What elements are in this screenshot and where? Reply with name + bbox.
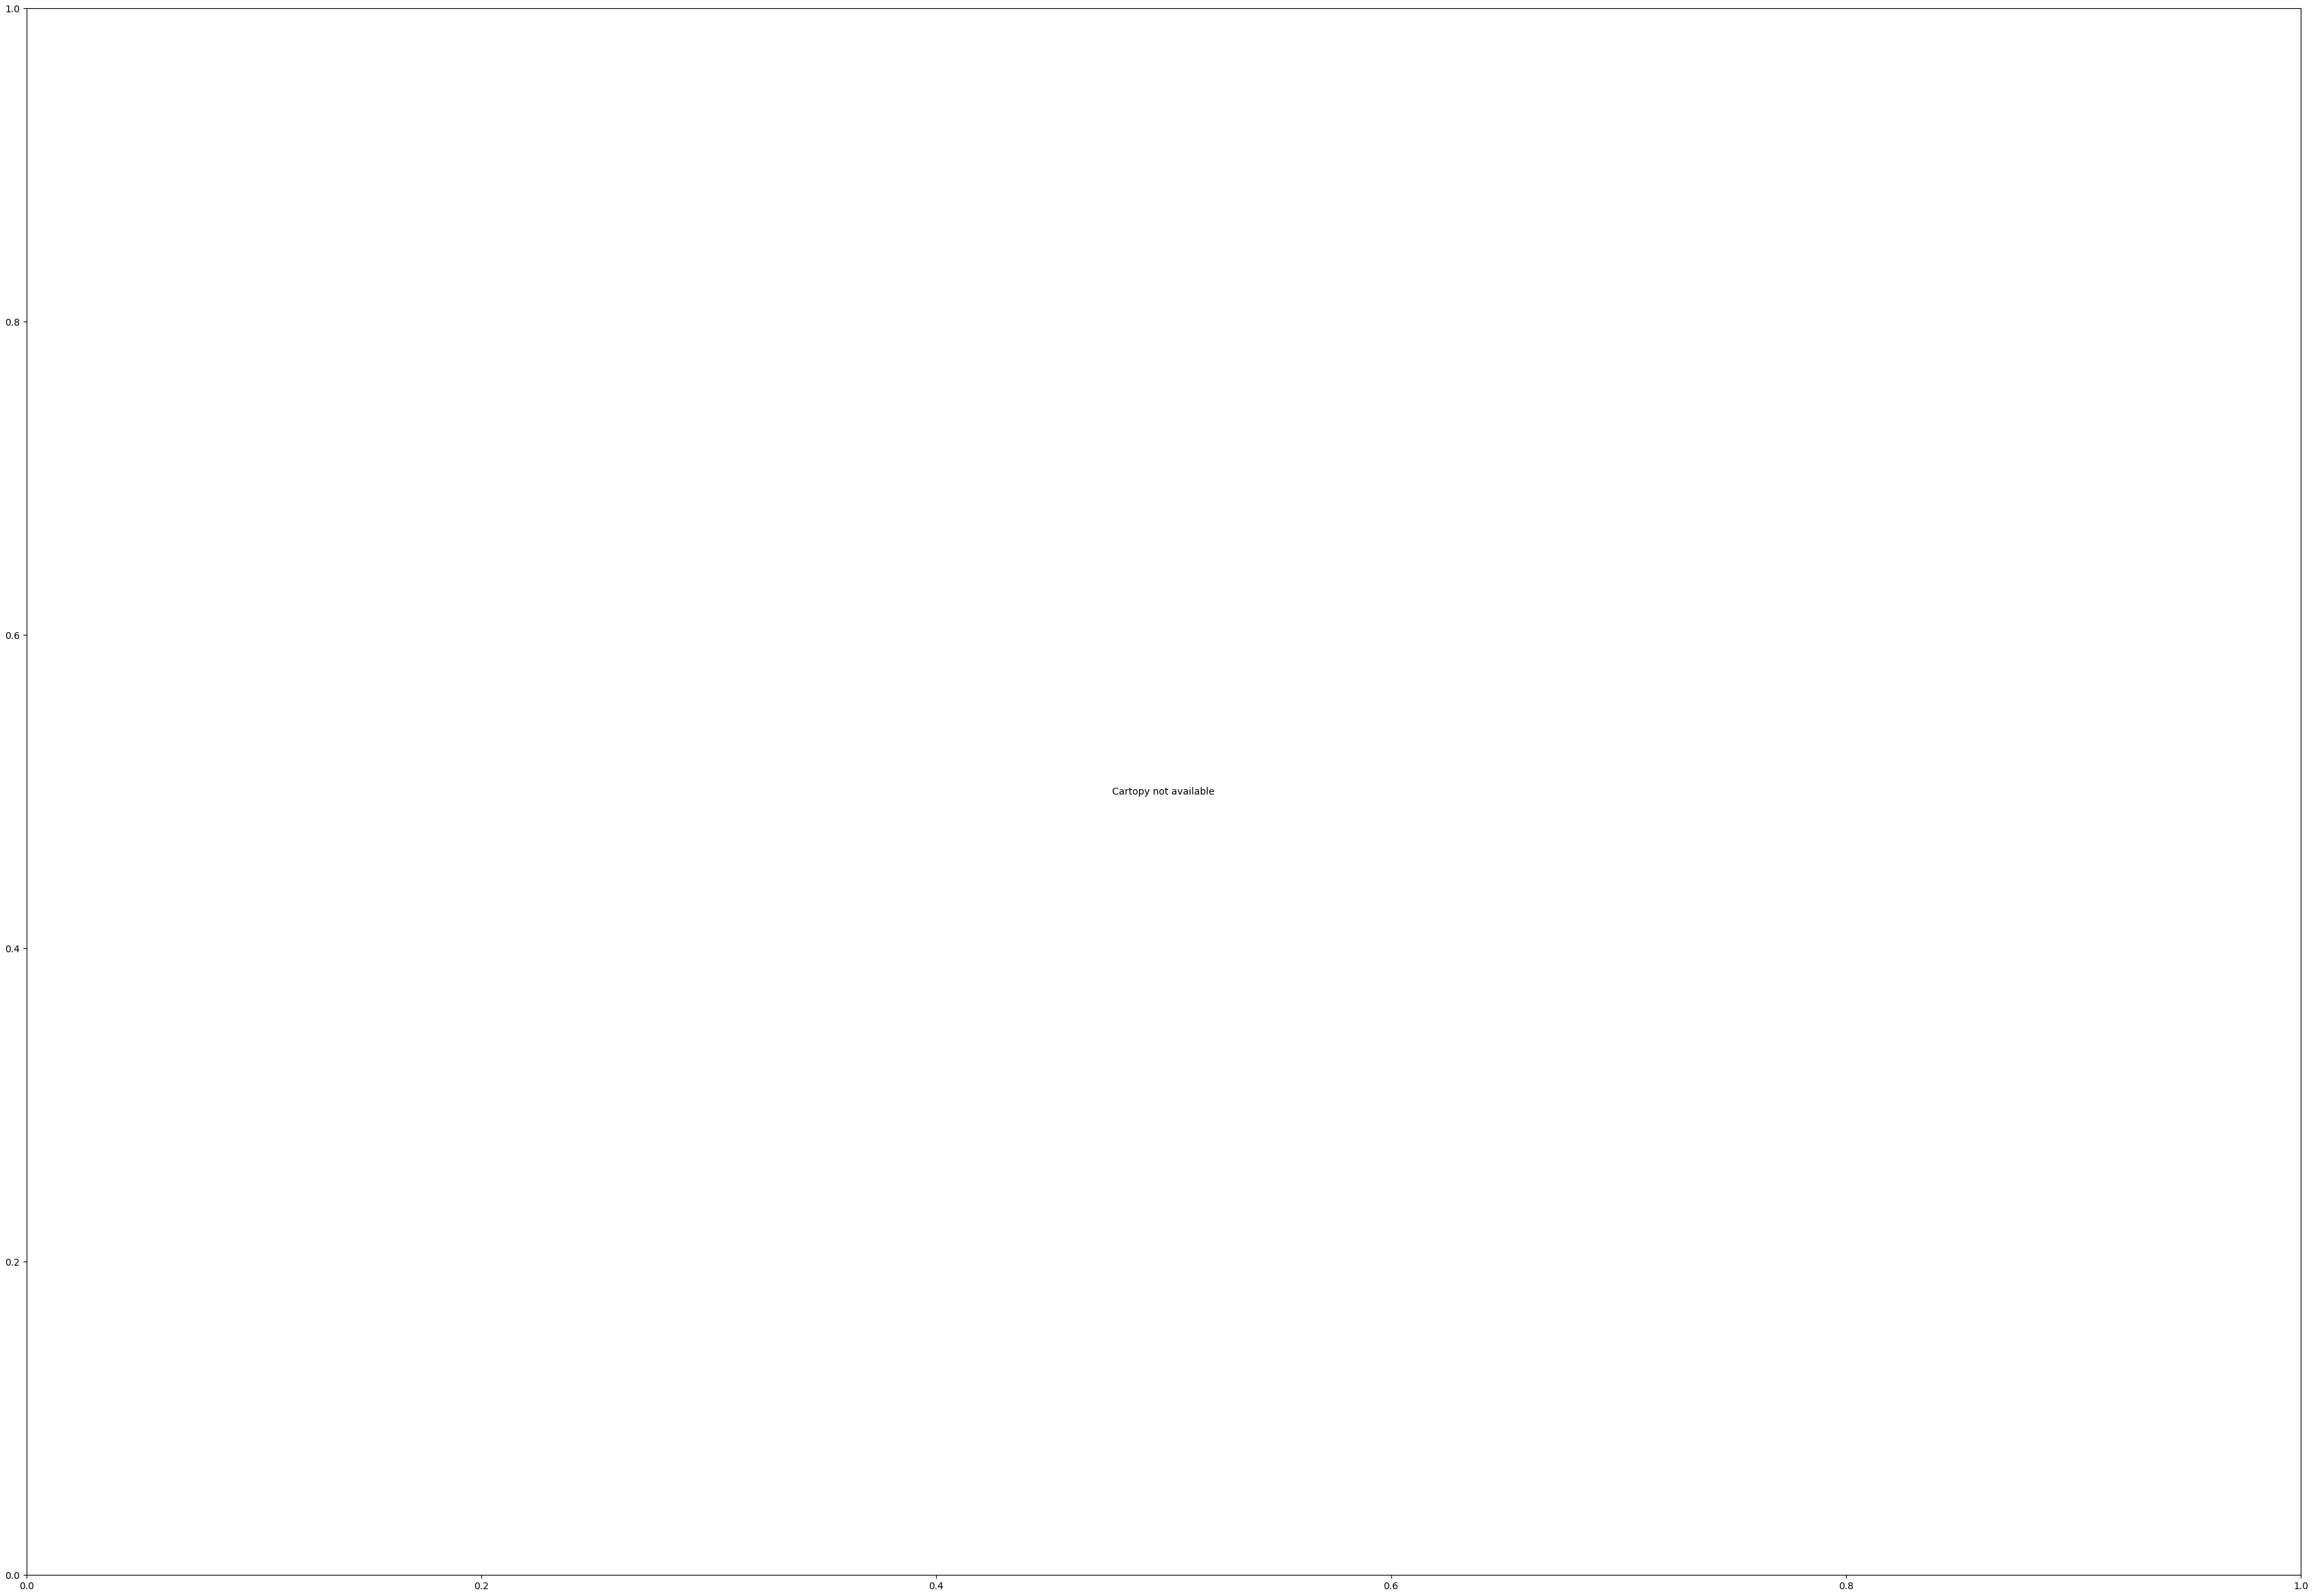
Text: Cartopy not available: Cartopy not available (1113, 787, 1214, 796)
